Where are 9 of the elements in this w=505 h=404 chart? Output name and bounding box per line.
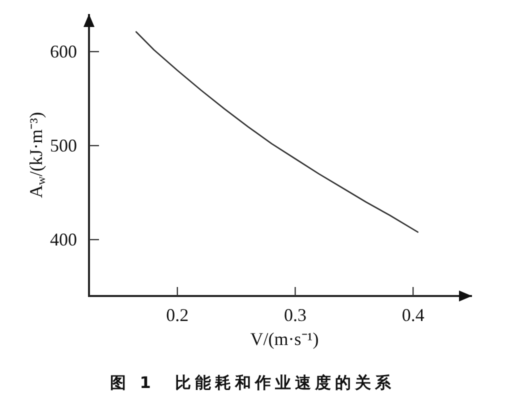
x-tick-label: 0.2 bbox=[166, 305, 189, 325]
x-tick-label: 0.3 bbox=[284, 305, 306, 325]
x-axis-title: V/(m·s⁻¹) bbox=[250, 329, 319, 349]
y-tick-label: 600 bbox=[50, 42, 77, 62]
y-tick-label: 500 bbox=[50, 136, 77, 156]
line-series bbox=[135, 31, 418, 233]
text: 图 1 比能耗和作业速度的关系 bbox=[110, 373, 395, 392]
y-tick-label: 400 bbox=[50, 230, 77, 250]
x-tick-label: 0.4 bbox=[402, 305, 424, 325]
